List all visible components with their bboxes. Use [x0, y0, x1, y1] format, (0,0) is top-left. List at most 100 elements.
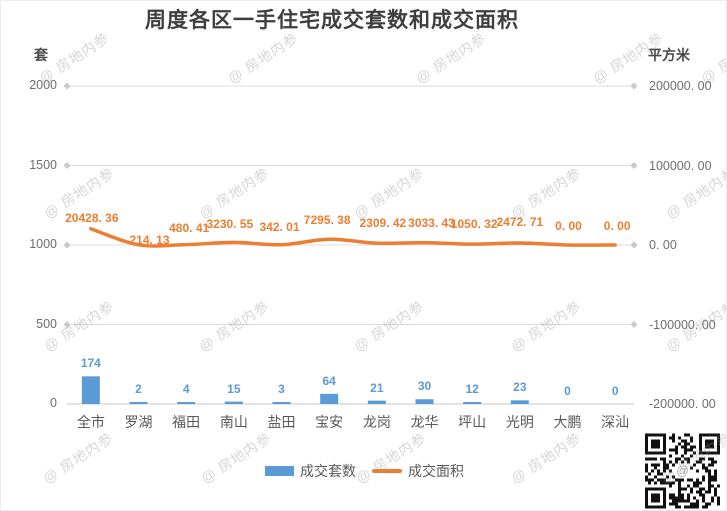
qr-module: [711, 499, 714, 503]
qr-module: [681, 460, 684, 464]
left-axis-tick-label: 500: [36, 316, 57, 331]
qr-module: [714, 487, 717, 491]
qr-module: [690, 490, 693, 494]
qr-module: [669, 460, 672, 464]
category-label-10: 光明: [505, 414, 534, 430]
qr-module: [672, 475, 675, 479]
chart-legend: 成交套数 成交面积: [1, 461, 726, 481]
qr-module: [672, 493, 675, 497]
qr-module: [687, 484, 690, 488]
qr-module: [702, 457, 705, 461]
qr-module: [681, 478, 684, 482]
qr-module: [708, 472, 711, 476]
line-value-label: 0. 00: [603, 219, 631, 233]
bar-value-label: 23: [513, 380, 527, 395]
bar-value-label: 30: [417, 379, 432, 394]
qr-module: [645, 469, 648, 473]
category-label-9: 坪山: [458, 414, 487, 430]
qr-module: [645, 463, 648, 467]
qr-module: [672, 463, 675, 467]
qr-module: [684, 487, 687, 491]
legend-item-area[interactable]: 成交面积: [372, 461, 464, 481]
qr-module: [708, 490, 711, 494]
axis-diamond-marker: [63, 82, 71, 90]
line-value-label: 3033. 43: [408, 215, 455, 230]
qr-module: [693, 451, 696, 455]
qr-module: [669, 493, 672, 497]
qr-module: [663, 469, 666, 473]
qr-module: [678, 442, 681, 446]
category-label-11: 大鹏: [553, 414, 582, 430]
category-label-2: 罗湖: [124, 414, 153, 430]
qr-module: [651, 463, 654, 467]
qr-module: [681, 499, 684, 503]
qr-module: [675, 451, 678, 455]
bar-罗湖: [129, 402, 148, 404]
legend-label-area: 成交面积: [408, 463, 464, 479]
qr-module: [705, 505, 708, 509]
qr-module: [711, 496, 714, 500]
qr-module: [696, 478, 699, 482]
line-series-path: [89, 227, 617, 248]
qr-module: [714, 475, 717, 479]
qr-module: [711, 475, 714, 479]
qr-module: [669, 454, 672, 458]
bar-龙华: [415, 399, 434, 404]
qr-module: [696, 481, 699, 485]
qr-module: [672, 436, 675, 440]
qr-module: [690, 487, 693, 491]
qr-module: [708, 475, 711, 479]
qr-module: [702, 505, 705, 509]
qr-module: [684, 433, 687, 437]
qr-module: [684, 505, 687, 509]
qr-module: [660, 478, 663, 482]
qr-module: [693, 505, 696, 509]
line-value-label: 480. 41: [169, 220, 210, 235]
bar-宝安: [320, 393, 339, 404]
qr-module: [684, 451, 687, 455]
qr-module: [708, 469, 711, 473]
qr-module: [699, 460, 702, 464]
qr-module: [675, 496, 678, 500]
category-label-12: 深汕: [601, 414, 630, 430]
qr-module: [693, 481, 696, 485]
qr-module: [660, 472, 663, 476]
qr-module: [657, 469, 660, 473]
qr-module: [690, 502, 693, 506]
qr-module: [648, 457, 651, 461]
qr-module: [696, 499, 699, 503]
legend-item-units[interactable]: 成交套数: [265, 461, 356, 481]
bar-光明: [510, 400, 529, 404]
legend-label-units: 成交套数: [300, 463, 356, 479]
qr-module: [684, 439, 687, 443]
qr-module: [669, 436, 672, 440]
qr-module: [714, 469, 717, 473]
qr-module: [687, 433, 690, 437]
bar-盐田: [272, 402, 291, 404]
qr-module: [675, 457, 678, 461]
qr-module: [675, 502, 678, 506]
qr-module: [681, 445, 684, 449]
qr-center-logo-icon: @: [676, 464, 689, 478]
axis-diamond-marker: [63, 321, 71, 328]
category-label-7: 龙岗: [362, 414, 391, 430]
qr-module: [714, 478, 717, 482]
qr-module: [669, 469, 672, 473]
qr-module: [684, 442, 687, 446]
line-value-label: 20428. 36: [65, 210, 119, 225]
bar-value-label: 15: [227, 381, 241, 396]
qr-module: [654, 457, 657, 461]
qr-module: [687, 505, 690, 509]
qr-module: [693, 463, 696, 467]
line-value-label: 3230. 55: [206, 217, 254, 232]
qr-module: [675, 445, 678, 449]
qr-module: [699, 490, 702, 494]
axis-diamond-marker: [63, 241, 71, 249]
line-series-swatch-icon: [372, 469, 402, 473]
qr-module: [669, 484, 672, 488]
qr-module: [717, 499, 720, 503]
qr-module: [675, 448, 678, 452]
qr-module: [708, 502, 711, 506]
qr-module: [690, 478, 693, 482]
qr-module: [705, 439, 714, 449]
